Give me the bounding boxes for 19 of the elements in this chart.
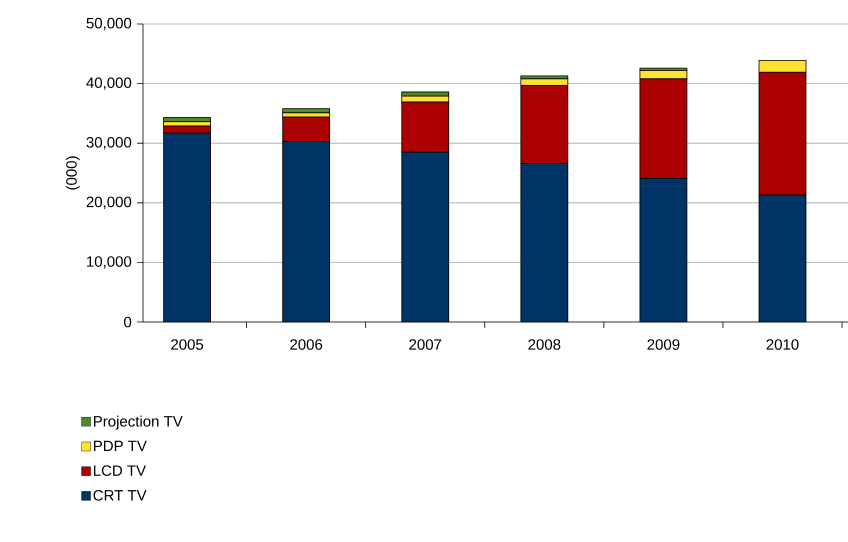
y-tick-label: 20,000 — [86, 196, 132, 209]
legend-label: CRT TV — [94, 490, 147, 501]
bar — [282, 108, 330, 114]
y-tick-label: 0 — [124, 316, 132, 328]
x-tick-label: 2007 — [409, 339, 442, 350]
y-axis-title: (000) — [66, 156, 80, 190]
y-tick-label: 40,000 — [86, 77, 132, 90]
y-tick-label: 10,000 — [87, 256, 132, 269]
x-tick-label: 2006 — [290, 339, 322, 350]
legend-label: PDP TV — [94, 440, 147, 452]
y-tick-label: 50,000 — [86, 18, 132, 30]
bar — [163, 117, 211, 122]
x-tick-label: 2005 — [171, 339, 204, 350]
legend-label: Projection TV — [94, 416, 183, 430]
y-tick-label: 30,000 — [86, 137, 132, 150]
x-tick-label: 2010 — [766, 339, 799, 350]
x-tick-label: 2009 — [647, 339, 680, 350]
x-tick-label: 2008 — [528, 339, 560, 350]
legend-label: LCD TV — [94, 465, 146, 476]
